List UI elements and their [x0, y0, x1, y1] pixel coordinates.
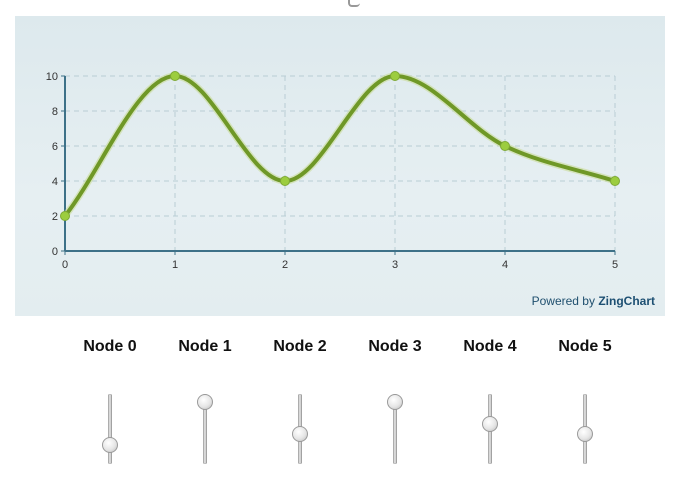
- node-slider-4[interactable]: [480, 394, 500, 464]
- x-tick-label: 0: [62, 259, 68, 271]
- node-label-5: Node 5: [545, 338, 625, 358]
- y-tick-label: 2: [52, 211, 58, 223]
- y-tick-label: 0: [52, 246, 58, 258]
- node-slider-group-3: Node 3: [355, 338, 435, 464]
- node-slider-5[interactable]: [575, 394, 595, 464]
- node-label-1: Node 1: [165, 338, 245, 358]
- x-tick-label: 4: [502, 259, 508, 271]
- x-tick-label: 1: [172, 259, 178, 271]
- node-label-3: Node 3: [355, 338, 435, 358]
- slider-handle[interactable]: [482, 416, 498, 432]
- node-slider-group-4: Node 4: [450, 338, 530, 464]
- node-slider-group-2: Node 2: [260, 338, 340, 464]
- y-tick-label: 10: [46, 71, 58, 83]
- data-point-4: [501, 142, 510, 151]
- node-slider-1[interactable]: [195, 394, 215, 464]
- y-tick-label: 8: [52, 106, 58, 118]
- x-tick-label: 2: [282, 259, 288, 271]
- data-point-2: [281, 177, 290, 186]
- node-slider-2[interactable]: [290, 394, 310, 464]
- node-label-4: Node 4: [450, 338, 530, 358]
- line-chart: 0 2 4 6 8 10 0 1 2 3 4 5: [15, 16, 665, 316]
- chart-panel: 0 2 4 6 8 10 0 1 2 3 4 5 Powered by ZingChart: [15, 16, 665, 316]
- powered-by-credit[interactable]: Powered by ZingChart: [532, 294, 655, 308]
- slider-handle[interactable]: [292, 426, 308, 442]
- x-tick-label: 5: [612, 259, 618, 271]
- node-slider-group-1: Node 1: [165, 338, 245, 464]
- zingchart-brand: ZingChart: [598, 294, 655, 308]
- node-label-2: Node 2: [260, 338, 340, 358]
- data-point-0: [61, 212, 70, 221]
- y-tick-label: 4: [52, 176, 58, 188]
- node-slider-3[interactable]: [385, 394, 405, 464]
- node-slider-group-5: Node 5: [545, 338, 625, 464]
- slider-handle[interactable]: [197, 394, 213, 410]
- node-slider-group-0: Node 0: [70, 338, 150, 464]
- data-point-5: [611, 177, 620, 186]
- node-label-0: Node 0: [70, 338, 150, 358]
- slider-track[interactable]: [108, 394, 112, 464]
- slider-handle[interactable]: [577, 426, 593, 442]
- data-point-1: [171, 72, 180, 81]
- x-tick-label: 3: [392, 259, 398, 271]
- y-tick-label: 6: [52, 141, 58, 153]
- node-slider-0[interactable]: [100, 394, 120, 464]
- slider-handle[interactable]: [387, 394, 403, 410]
- data-point-3: [391, 72, 400, 81]
- cursor-icon: [348, 0, 360, 7]
- slider-handle[interactable]: [102, 437, 118, 453]
- powered-by-prefix: Powered by: [532, 294, 595, 308]
